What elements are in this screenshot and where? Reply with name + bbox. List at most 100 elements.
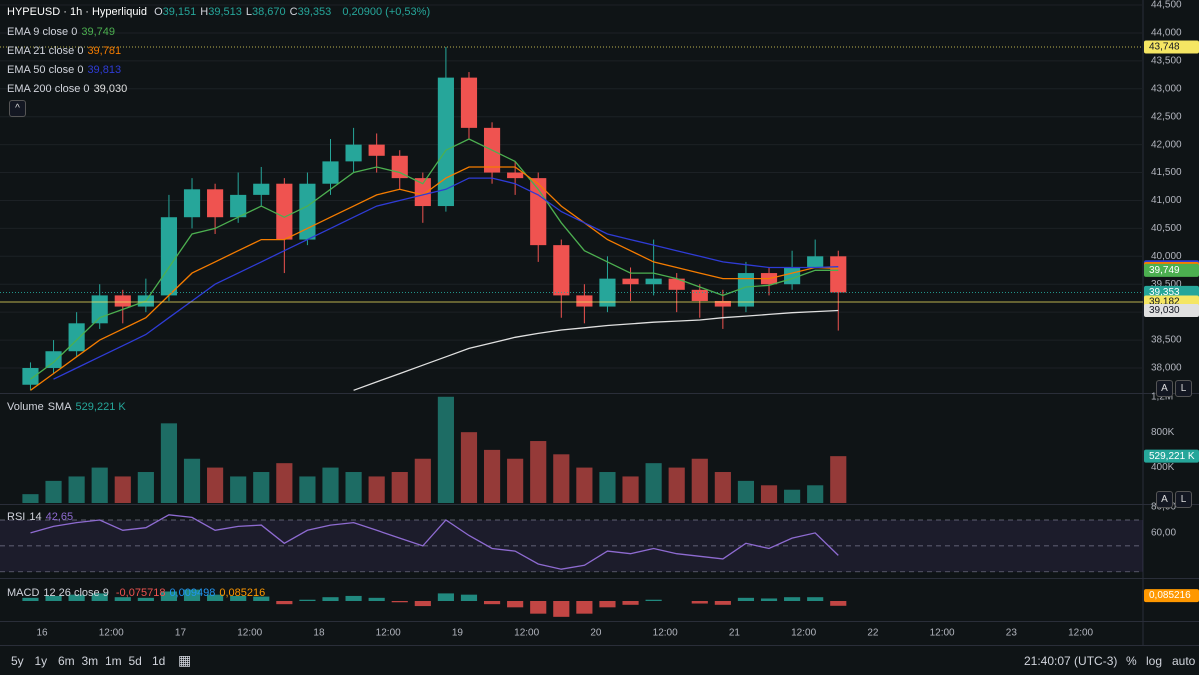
pane-button[interactable]: A (1156, 380, 1173, 397)
macd-bar (276, 601, 293, 605)
legend-entry: EMA 9 close 0 39,749 (7, 26, 119, 38)
legend-value: 39,749 (81, 26, 115, 38)
collapse-button[interactable]: ^ (9, 100, 26, 117)
volume-bar (760, 485, 778, 503)
legend-value: 39,030 (93, 83, 128, 95)
price-tag-label: 529,221 K (1149, 451, 1195, 462)
y-tick-label: 43,500 (1151, 56, 1182, 67)
range-button[interactable]: 1m (105, 654, 122, 668)
y-tick-label: 42,000 (1151, 139, 1182, 150)
macd-bar (391, 601, 408, 603)
ohlc-key: L (245, 6, 253, 18)
volume-bar (668, 467, 685, 503)
ohlc-key: H (200, 6, 209, 18)
macd-bar (645, 599, 662, 601)
candle-body (68, 323, 85, 352)
price-legend: HYPEUSD · 1h · Hyperliquid O39,151 H39,51… (7, 6, 434, 18)
y-tick-label: 38,500 (1151, 335, 1182, 346)
pane-button[interactable]: L (1175, 491, 1192, 508)
candle-body (45, 351, 62, 368)
pane-button[interactable]: L (1175, 380, 1192, 397)
bottom-toolbar: ▦ 5y 1y 6m 3m 1m 5d 1d 21:40:07 (UTC-3)% log auto (0, 645, 1199, 675)
ema-line (30, 166, 839, 391)
legend-name: EMA 200 close 0 (7, 83, 90, 95)
volume-bar (207, 467, 224, 503)
candle-body (322, 161, 339, 184)
range-button[interactable]: 5y (11, 654, 24, 668)
volume-bar (437, 396, 454, 503)
x-tick-label: 22 (867, 628, 879, 639)
axis-option[interactable]: auto (1172, 654, 1196, 668)
range-button[interactable]: 5d (128, 654, 142, 668)
volume-bar (160, 423, 178, 503)
macd-bar (807, 597, 824, 601)
calendar-icon[interactable]: ▦ (178, 652, 192, 668)
y-tick-label: 43,000 (1151, 83, 1182, 94)
macd-bar (714, 601, 731, 605)
price-tag-label: 39,182 (1149, 297, 1180, 308)
price-tag (1144, 589, 1199, 603)
ohlc-key: O (154, 6, 163, 18)
x-tick-label: 20 (590, 628, 602, 639)
macd-bar (599, 601, 616, 608)
range-button[interactable]: 1y (34, 654, 48, 668)
y-tick-label: 39,500 (1151, 279, 1182, 290)
macd-bar (460, 594, 478, 601)
y-tick-label: 41,500 (1151, 167, 1182, 178)
candle-body (91, 295, 108, 324)
y-tick-label: 400K (1151, 462, 1175, 473)
volume-bar (391, 472, 408, 503)
candle-body (553, 245, 570, 296)
legend-value: 39,813 (87, 64, 122, 76)
macd-bar (622, 601, 639, 605)
macd-bar (91, 593, 108, 601)
candle-body (830, 256, 847, 293)
x-tick-label: 12:00 (653, 628, 678, 639)
volume-bar (645, 463, 662, 503)
price-tag-label: 0,085216 (1149, 590, 1191, 601)
pane-button[interactable]: A (1156, 491, 1173, 508)
candle-body (737, 273, 755, 307)
x-tick-label: 12:00 (1068, 628, 1093, 639)
candle-body (576, 295, 593, 307)
candle-body (668, 278, 685, 290)
axis-option[interactable]: % (1126, 654, 1137, 668)
volume-bar (553, 454, 570, 503)
macd-bar (507, 601, 524, 608)
macd-bar (137, 597, 154, 601)
axis-option[interactable]: log (1146, 654, 1163, 668)
macd-title: MACD (7, 587, 40, 599)
candle-body (276, 183, 293, 240)
volume-bar (414, 458, 431, 503)
volume-bar (737, 480, 755, 503)
volume-bar (460, 432, 478, 503)
macd-bar (322, 597, 339, 601)
macd-bar (114, 597, 131, 601)
candle-body (160, 217, 178, 296)
candle-body (460, 77, 478, 128)
candle-body (230, 194, 247, 218)
rsi-length: 14 (29, 511, 42, 523)
candle-body (22, 367, 39, 385)
rsi-line (30, 514, 839, 570)
macd-bar (183, 589, 201, 601)
volume-bar (322, 467, 339, 503)
x-tick-label: 19 (452, 628, 464, 639)
x-tick-label: 17 (175, 628, 187, 639)
macd-bar (553, 601, 570, 617)
volume-bar (784, 489, 801, 503)
candle-body (368, 144, 385, 156)
range-button[interactable]: 1d (152, 654, 166, 668)
range-button[interactable]: 6m (58, 654, 75, 668)
ohlc-value: 39,151 (162, 6, 197, 18)
volume-bar (22, 494, 39, 503)
volume-bar (253, 472, 270, 503)
x-tick-label: 12:00 (930, 628, 955, 639)
rsi-legend: RSI 14 42,65 (7, 511, 77, 523)
x-tick-label: 12:00 (99, 628, 124, 639)
range-button[interactable]: 3m (81, 654, 99, 668)
candle-body (530, 178, 547, 246)
y-tick-label: 800K (1151, 427, 1175, 438)
x-tick-label: 12:00 (376, 628, 401, 639)
candle-body (345, 144, 362, 162)
